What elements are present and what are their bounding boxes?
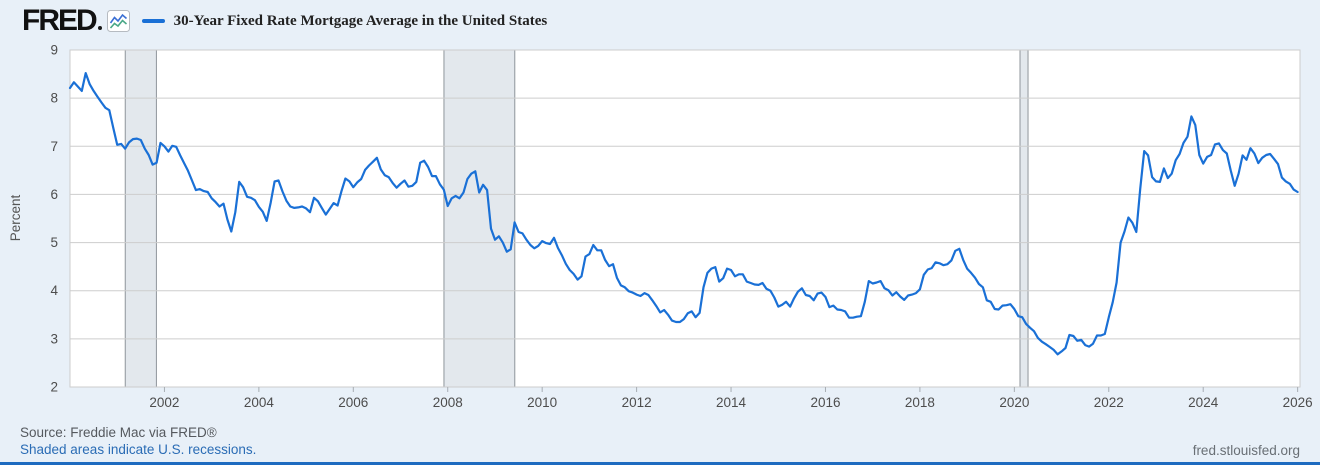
site-link[interactable]: fred.stlouisfed.org: [1192, 443, 1300, 458]
x-axis-tick-label: 2020: [999, 395, 1029, 410]
x-axis-tick-label: 2006: [338, 395, 368, 410]
bottom-accent-bar: [0, 462, 1320, 465]
x-axis-tick-label: 2016: [810, 395, 840, 410]
fred-logo[interactable]: FRED: [22, 6, 102, 36]
plot-border: [69, 49, 1301, 388]
y-axis-tick-label: 7: [50, 139, 58, 154]
recession-band: [443, 49, 516, 388]
y-axis-tick-label: 2: [50, 380, 58, 395]
chart-header: FRED 30-Year Fixed Rate Mortgage Average…: [22, 6, 547, 36]
y-axis-tick-label: 8: [50, 91, 58, 106]
x-axis-tick-label: 2024: [1188, 395, 1219, 410]
y-axis-tick-label: 3: [50, 331, 58, 346]
x-axis-tick-label: 2010: [527, 395, 557, 410]
legend[interactable]: 30-Year Fixed Rate Mortgage Average in t…: [141, 12, 548, 30]
y-axis-tick-label: 4: [50, 283, 58, 298]
x-axis-tick-label: 2018: [905, 395, 935, 410]
registered-mark-icon: [97, 26, 102, 30]
line-chart-icon: [106, 10, 130, 32]
mortgage-rate-chart: Percent 2 3 4 5 6 7 8 9 2002 2004 2006 2008 2010 2012…: [8, 43, 1313, 411]
x-axis-tick-label: 2004: [244, 395, 275, 410]
plot-area[interactable]: [70, 50, 1300, 387]
chart-footer: Source: Freddie Mac via FRED® Shaded are…: [20, 425, 1300, 459]
fred-logo-text: FRED: [22, 4, 98, 37]
x-axis-tick-label: 2012: [622, 395, 652, 410]
legend-line-swatch: [141, 19, 165, 23]
series-line-30yr-mortgage[interactable]: [68, 72, 1299, 356]
x-axis-tick-label: 2014: [716, 395, 747, 410]
series-title: 30-Year Fixed Rate Mortgage Average in t…: [173, 12, 548, 29]
recession-band: [1019, 49, 1029, 388]
x-axis-tick-label: 2008: [433, 395, 463, 410]
recession-note-link[interactable]: Shaded areas indicate U.S. recessions.: [20, 442, 257, 457]
x-axis-tick-label: 2022: [1094, 395, 1124, 410]
x-axis-tick-label: 2002: [149, 395, 179, 410]
source-text: Source: Freddie Mac via FRED®: [20, 425, 217, 440]
x-axis-tick-label: 2026: [1283, 395, 1313, 410]
y-axis-title: Percent: [8, 194, 23, 241]
recession-band: [124, 49, 157, 388]
y-axis-tick-label: 6: [50, 187, 58, 202]
footer-left: Source: Freddie Mac via FRED® Shaded are…: [20, 425, 256, 459]
y-axis-tick-label: 9: [50, 43, 58, 58]
y-axis-tick-label: 5: [50, 235, 58, 250]
